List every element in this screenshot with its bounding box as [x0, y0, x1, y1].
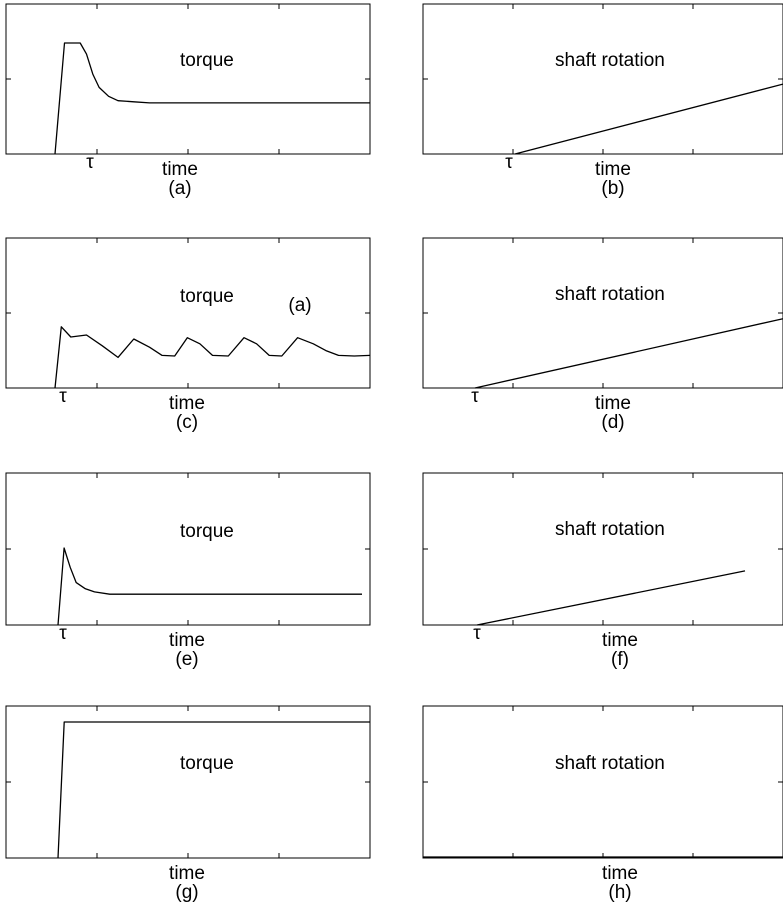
chart-d-tau-label: τ — [471, 386, 479, 407]
chart-f-series-label: shaft rotation — [555, 519, 665, 540]
chart-h-frame — [422, 705, 783, 859]
chart-e-x-axis-label: time — [169, 630, 205, 651]
chart-c-series-label: torque — [180, 286, 234, 307]
chart-c-x-axis-label: time — [169, 393, 205, 414]
chart-a-tau-label: τ — [86, 152, 94, 173]
chart-h-x-axis-label: time — [602, 863, 638, 884]
chart-b-series-line — [514, 83, 783, 155]
chart-c-series-line — [54, 326, 371, 389]
chart-c-panel-label: (c) — [176, 412, 198, 433]
chart-d-frame — [422, 237, 783, 389]
chart-h-series-label: shaft rotation — [555, 753, 665, 774]
chart-c-frame — [5, 237, 371, 389]
chart-c-annotation: (a) — [288, 295, 311, 316]
chart-g-panel-label: (g) — [175, 882, 198, 903]
chart-e-frame — [5, 472, 371, 626]
chart-a-frame — [5, 3, 371, 155]
chart-d-series-line — [474, 318, 783, 389]
chart-f-series-line — [476, 570, 746, 626]
chart-e-panel-label: (e) — [175, 649, 198, 670]
chart-g-frame — [5, 705, 371, 859]
chart-a-panel-label: (a) — [168, 178, 191, 199]
chart-b-tau-label: τ — [505, 152, 513, 173]
chart-f-x-axis-label: time — [602, 630, 638, 651]
chart-a-series-line — [54, 42, 370, 155]
chart-g-series-label: torque — [180, 753, 234, 774]
chart-c-tau-label: τ — [59, 386, 67, 407]
chart-f-frame — [422, 472, 783, 626]
chart-e-series-line — [57, 547, 362, 626]
chart-d-panel-label: (d) — [601, 412, 624, 433]
chart-a-series-label: torque — [180, 50, 234, 71]
chart-b-panel-label: (b) — [601, 178, 624, 199]
chart-e-tau-label: τ — [59, 623, 67, 644]
chart-f-panel-label: (f) — [611, 649, 629, 670]
chart-e-series-label: torque — [180, 521, 234, 542]
chart-b-series-label: shaft rotation — [555, 50, 665, 71]
chart-d-x-axis-label: time — [595, 393, 631, 414]
chart-g-series-line — [57, 721, 370, 859]
chart-f-tau-label: τ — [473, 623, 481, 644]
chart-g-x-axis-label: time — [169, 863, 205, 884]
chart-d-series-label: shaft rotation — [555, 284, 665, 305]
chart-b-x-axis-label: time — [595, 159, 631, 180]
chart-h-panel-label: (h) — [608, 882, 631, 903]
chart-a-x-axis-label: time — [162, 159, 198, 180]
